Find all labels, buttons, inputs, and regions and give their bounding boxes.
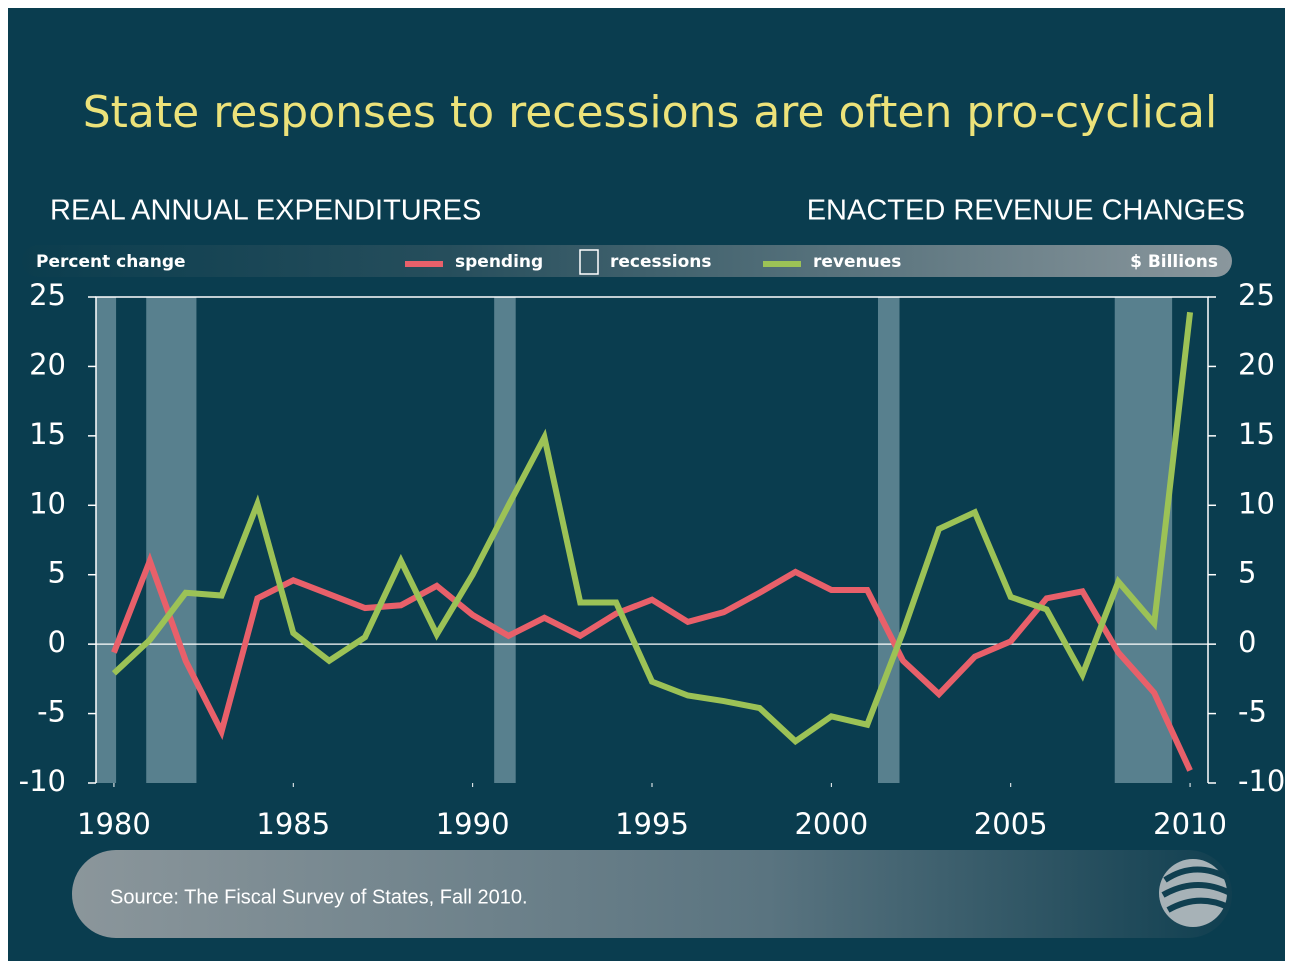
x-tick-label: 2000 bbox=[794, 807, 868, 841]
y-tick-label: -10 bbox=[19, 764, 66, 798]
y-tick-label: 25 bbox=[29, 278, 66, 312]
recession-band bbox=[146, 297, 197, 783]
y2-tick-label: 15 bbox=[1238, 417, 1275, 451]
y2-tick-label: -5 bbox=[1238, 695, 1267, 729]
y-tick-label: 5 bbox=[48, 556, 66, 590]
legend-bar bbox=[22, 245, 1232, 277]
y2-axis-label: $ Billions bbox=[1130, 252, 1218, 272]
y2-tick-label: 5 bbox=[1238, 556, 1256, 590]
left-subtitle: REAL ANNUAL EXPENDITURES bbox=[50, 195, 481, 227]
x-tick-label: 1980 bbox=[77, 807, 151, 841]
y-tick-label: 0 bbox=[48, 625, 66, 659]
legend-label: spending bbox=[455, 252, 543, 272]
legend-label: revenues bbox=[813, 252, 901, 272]
plot-frame bbox=[95, 296, 1209, 783]
y2-tick-label: 20 bbox=[1238, 347, 1275, 381]
y2-tick-label: -10 bbox=[1238, 764, 1285, 798]
y-tick-label: 10 bbox=[29, 486, 66, 520]
line-revenues bbox=[111, 311, 1194, 746]
y-tick-label: 15 bbox=[29, 417, 66, 451]
y2-tick-label: 25 bbox=[1238, 278, 1275, 312]
y-axis-label: Percent change bbox=[36, 252, 186, 272]
legend-label: recessions bbox=[610, 252, 712, 272]
line-spending bbox=[111, 552, 1193, 772]
x-tick-label: 2010 bbox=[1153, 807, 1227, 841]
y2-tick-label: 10 bbox=[1238, 486, 1275, 520]
recession-band bbox=[877, 297, 900, 783]
x-tick-label: 1985 bbox=[256, 807, 330, 841]
legend-swatch bbox=[579, 249, 599, 275]
recession-band bbox=[494, 297, 516, 783]
chart-title: State responses to recessions are often … bbox=[83, 87, 1218, 138]
y-tick-label: 20 bbox=[29, 347, 66, 381]
right-subtitle: ENACTED REVENUE CHANGES bbox=[807, 195, 1245, 227]
y-tick-label: -5 bbox=[37, 695, 66, 729]
source: Source: The Fiscal Survey of States, Fal… bbox=[110, 886, 528, 908]
recession-band bbox=[96, 297, 117, 783]
x-tick-label: 1990 bbox=[436, 807, 510, 841]
source-bar bbox=[72, 850, 1232, 938]
y2-tick-label: 0 bbox=[1238, 625, 1256, 659]
background bbox=[8, 8, 1285, 961]
x-tick-label: 2005 bbox=[974, 807, 1048, 841]
logo bbox=[1159, 859, 1232, 927]
x-tick-label: 1995 bbox=[615, 807, 689, 841]
